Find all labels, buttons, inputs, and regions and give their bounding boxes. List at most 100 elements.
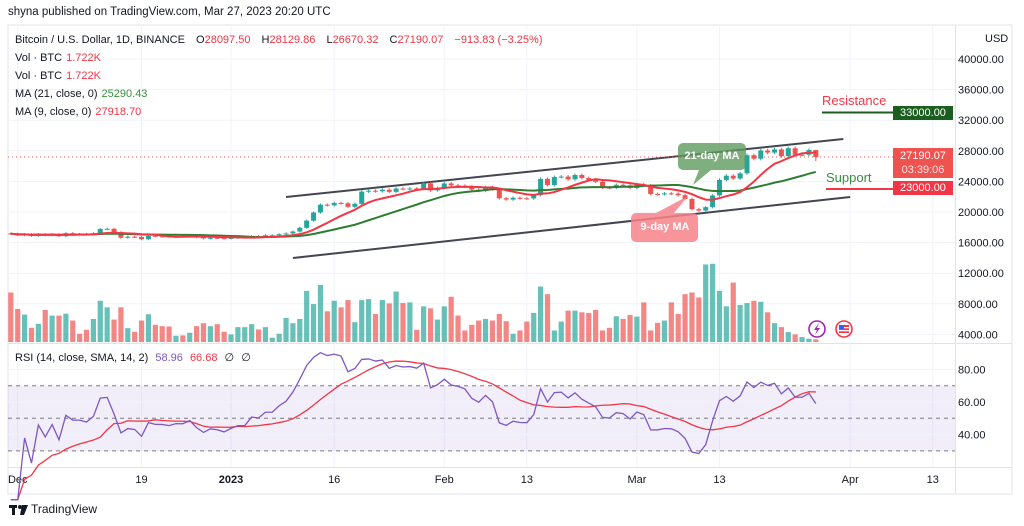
- legend-ma9[interactable]: MA (9, close, 0) 27918.70: [15, 106, 145, 118]
- candle-body: [297, 227, 303, 232]
- candle-body: [538, 178, 544, 196]
- support-label: Support: [826, 170, 872, 185]
- candle-body: [145, 235, 151, 240]
- volume-bar: [228, 334, 234, 342]
- candle: [331, 201, 337, 207]
- tradingview-logo-icon[interactable]: [9, 503, 29, 521]
- candle: [710, 194, 716, 209]
- volume-bar: [138, 320, 145, 342]
- volume-bar: [249, 324, 255, 342]
- candle-body: [441, 183, 447, 189]
- legend-volume-2[interactable]: Vol · BTC 1.722K: [15, 70, 105, 82]
- volume-bar: [359, 300, 365, 342]
- tradingview-brand[interactable]: TradingView: [31, 502, 98, 516]
- candle-body: [531, 195, 537, 199]
- volume-bar: [675, 313, 681, 342]
- volume-bar: [400, 303, 406, 342]
- x-tick-label: 16: [328, 474, 340, 486]
- ma9-callout: 9-day MA: [640, 221, 690, 233]
- candle-body: [269, 235, 275, 237]
- candle-body: [283, 233, 289, 235]
- candle-body: [407, 188, 413, 190]
- candle: [675, 192, 681, 197]
- volume-bar: [648, 330, 654, 342]
- symbol-title[interactable]: Bitcoin / U.S. Dollar, 1D, BINANCE: [15, 34, 185, 46]
- candle: [139, 235, 145, 241]
- volume-bar: [28, 327, 35, 342]
- volume-bar: [744, 303, 750, 342]
- candle: [324, 203, 330, 207]
- candle: [813, 149, 819, 161]
- volume-bar: [427, 308, 434, 342]
- candle-body: [469, 186, 475, 190]
- volume-bar: [551, 330, 557, 342]
- candle-body: [600, 181, 606, 188]
- volume-bar: [214, 324, 220, 342]
- volume-bar: [641, 302, 647, 342]
- volume-bar: [448, 296, 454, 342]
- volume-bar: [35, 323, 41, 342]
- volume-bar: [331, 300, 337, 342]
- candle-body: [228, 237, 234, 239]
- rsi-legend[interactable]: RSI (14, close, SMA, 14, 2) 58.96 66.68 …: [15, 351, 255, 364]
- volume-bar: [703, 264, 709, 342]
- volume-bar: [730, 282, 736, 342]
- volume-bar: [221, 331, 227, 342]
- candle: [772, 147, 778, 155]
- candle-body: [118, 232, 124, 238]
- candle-body: [586, 178, 592, 180]
- volume-bar: [83, 329, 90, 342]
- y-tick-label: 32000.00: [958, 115, 1004, 127]
- candle-body: [524, 198, 530, 200]
- candle: [751, 153, 757, 161]
- lightning-icon[interactable]: [808, 320, 826, 338]
- volume-bar: [696, 297, 702, 342]
- candle: [544, 177, 550, 187]
- candle: [345, 202, 351, 209]
- legend-ma21[interactable]: MA (21, close, 0) 25290.43: [15, 88, 151, 100]
- volume-bar: [145, 314, 152, 342]
- volume-bar: [503, 321, 509, 342]
- candle-body: [579, 174, 585, 179]
- candle: [723, 174, 729, 182]
- volume-bar: [414, 329, 420, 342]
- volume-bar: [269, 337, 275, 342]
- legend-volume-1[interactable]: Vol · BTC 1.722K: [15, 52, 105, 64]
- volume-bar: [785, 332, 791, 342]
- volume-bar: [517, 330, 523, 342]
- candle-body: [668, 193, 674, 195]
- volume-bar: [689, 292, 695, 342]
- candle: [558, 175, 564, 179]
- rsi-value: 58.96: [155, 352, 183, 364]
- volume-value: 1.722K: [66, 52, 101, 64]
- currency-label[interactable]: USD: [985, 33, 1009, 45]
- candle-body: [200, 237, 206, 239]
- candle: [400, 187, 406, 191]
- x-tick-label: 19: [135, 474, 147, 486]
- candle: [785, 146, 791, 158]
- volume-bar: [49, 315, 55, 342]
- volume-bar: [496, 313, 502, 342]
- candle: [304, 219, 310, 229]
- candle: [579, 173, 585, 180]
- candle-body: [262, 235, 268, 237]
- volume-bar: [304, 290, 310, 342]
- chart-frame: [7, 24, 1013, 495]
- volume-bar: [379, 300, 385, 342]
- volume-bar: [262, 327, 268, 342]
- candle-body: [772, 149, 778, 153]
- rsi-sma-line: [10, 360, 816, 501]
- volume-bar: [710, 263, 716, 342]
- volume-bar: [544, 294, 551, 342]
- y-tick-label: 16000.00: [958, 238, 1004, 250]
- volume-bar: [22, 314, 28, 342]
- candle-body: [132, 236, 138, 238]
- publish-info: shyna published on TradingView.com, Mar …: [8, 6, 331, 18]
- candle-body: [345, 203, 351, 207]
- volume-bar: [606, 327, 612, 342]
- flag-canton: [839, 325, 844, 329]
- us-flag-icon[interactable]: [835, 320, 853, 338]
- candle: [661, 192, 667, 196]
- volume-bar: [352, 322, 358, 342]
